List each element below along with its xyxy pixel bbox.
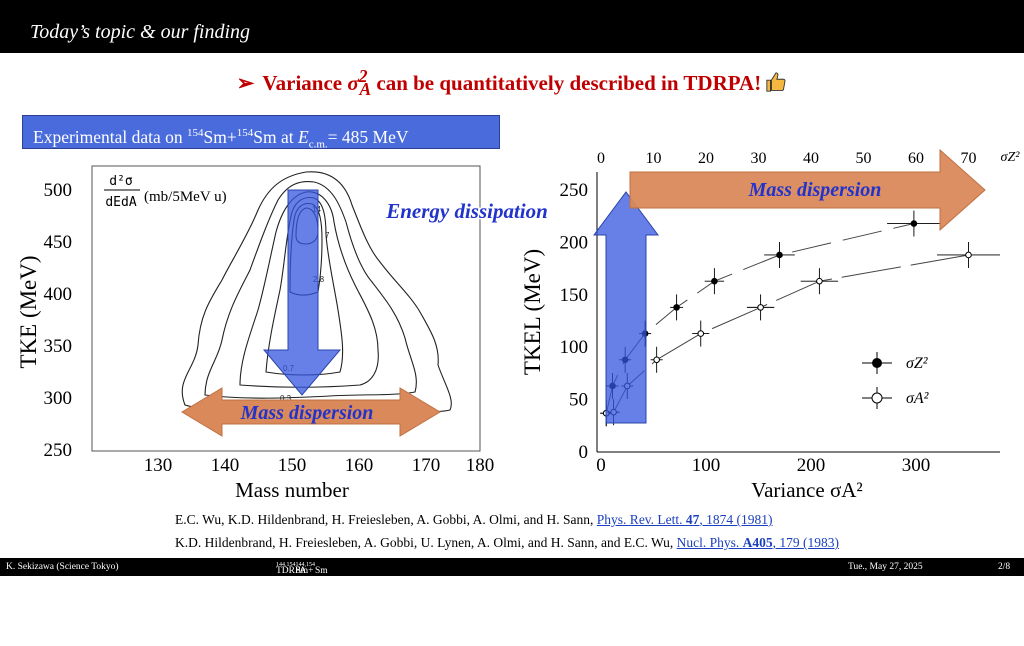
right-ytick: 200 [560,232,589,253]
headline-symbol: σ2A [347,66,372,100]
bullet-arrow-icon: ➢ [236,71,255,95]
left-xtick: 140 [211,455,240,476]
right-xlabel: Variance σA² [751,478,862,502]
data-point-open [621,372,634,399]
data-point-open [600,400,613,427]
contour-label: 0.7 [283,364,295,373]
left-xtick: 150 [278,455,307,476]
series-curve [606,254,969,414]
data-point-open [800,268,839,295]
legend-label: σA² [906,390,930,407]
right-ylabel: TKEL (MeV) [520,249,545,375]
reference-link[interactable]: Nucl. Phys. A405, 179 (1983) [676,535,840,550]
left-ytick: 500 [44,180,73,201]
data-point-filled [639,320,652,347]
data-point-filled [704,268,725,295]
data-point-filled [764,241,795,268]
mass-dispersion-label-right: Mass dispersion [748,179,882,201]
right-xtick: 300 [902,455,931,476]
mass-dispersion-arrow-left [181,387,441,437]
legend-label: σZ² [906,355,929,372]
footer-bar: K. Sekizawa (Science Tokyo) TDRPA Calcul… [0,558,1024,646]
left-xtick: 160 [345,455,374,476]
contour-lines [181,171,452,412]
experimental-data-box: Experimental data on 154Sm+154Sm at Ec.m… [22,115,500,150]
top-axis-tick: 40 [803,150,819,167]
right-ytick: 100 [560,337,589,358]
right-xtick: 200 [797,455,826,476]
series-curve [605,223,915,414]
right-ytick: 0 [579,442,589,463]
unit-numerator: d²σ [109,174,133,189]
footer-date: Tue., May 27, 2025 [848,562,923,572]
unit-text: (mb/5MeV u) [144,189,227,205]
top-axis-tick: 50 [856,150,872,167]
left-ytick: 250 [44,440,73,461]
left-ylabel: TKE (MeV) [16,255,41,368]
top-axis-tick: 70 [961,150,977,167]
contour-label: 14 [312,205,321,214]
left-ytick: 400 [44,284,73,305]
data-point-open [607,399,620,426]
left-plot-frame [91,165,481,452]
headline: ➢ Variance σ2A can be quantitatively desc… [0,66,1024,100]
left-ytick: 450 [44,232,73,253]
data-point-open [692,320,710,347]
contour-label: 0.3 [280,394,292,403]
top-axis-label: σZ² [1001,150,1021,165]
slide-section-title: Today’s topic & our finding [30,21,251,43]
legend-marker-filled [872,358,882,368]
data-point-filled [606,372,619,399]
legend-marker-open [871,392,883,404]
footer-page: 2/8 [998,562,1011,572]
data-point-open [650,346,663,373]
mass-dispersion-arrow-right [629,148,986,232]
right-xtick: 0 [596,455,606,476]
left-ytick: 350 [44,336,73,357]
left-xtick: 130 [144,455,173,476]
energy-dissipation-label: Energy dissipation [385,199,548,223]
right-ytick: 50 [569,390,588,411]
left-xlabel: Mass number [235,478,349,502]
footer-title: TDRPA Calculations for Mass and Charge F… [276,562,353,646]
left-xtick: 180 [466,455,495,476]
right-ytick: 250 [560,180,589,201]
thumbs-up-icon [766,72,786,92]
footer-author: K. Sekizawa (Science Tokyo) [6,562,119,572]
unit-denominator: dEdA [105,195,136,210]
headline-post: can be quantitatively described in TDRPA… [376,71,762,95]
top-axis-tick: 0 [597,150,605,167]
energy-dissipation-arrow-right [593,191,659,424]
data-point-filled [619,346,632,373]
data-point-filled [670,294,684,321]
top-axis-tick: 10 [646,150,662,167]
title-bar: Today’s topic & our finding [0,0,1024,53]
reference-link[interactable]: Phys. Rev. Lett. 47, 1874 (1981) [596,512,773,527]
legend: σZ² σA² [862,352,930,409]
right-xtick: 100 [692,455,721,476]
data-point-open [937,241,1000,268]
left-xtick: 170 [412,455,441,476]
reference-2: K.D. Hildenbrand, H. Freiesleben, A. Gob… [175,535,840,550]
contour-label: 7 [325,231,330,240]
contour-label: 2.8 [313,275,325,284]
data-point-filled [887,210,941,237]
top-axis-tick: 60 [908,150,924,167]
right-ytick: 150 [560,285,589,306]
headline-pre: Variance [262,71,343,95]
top-axis-tick: 30 [751,150,767,167]
data-point-filled [600,400,613,427]
energy-dissipation-arrow [262,189,342,396]
reference-1: E.C. Wu, K.D. Hildenbrand, H. Freieslebe… [175,512,773,527]
top-axis-tick: 20 [698,150,714,167]
data-point-open [746,294,775,321]
mass-dispersion-label-left: Mass dispersion [240,402,374,424]
left-ytick: 300 [44,388,73,409]
